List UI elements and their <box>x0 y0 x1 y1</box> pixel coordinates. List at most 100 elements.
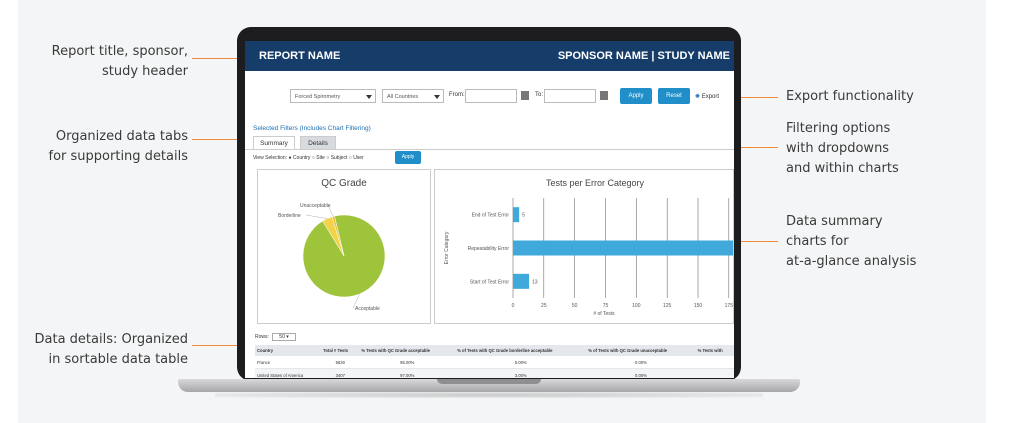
tab-details[interactable]: Details <box>300 136 336 150</box>
error-category-chart-panel: Tests per Error Category 0 25 50 75 100 125 15… <box>434 169 734 324</box>
view-apply-button[interactable]: Apply <box>395 151 421 164</box>
y-axis-label: Error Category <box>444 231 450 264</box>
laptop-shadow <box>215 392 763 398</box>
report-header: REPORT NAME SPONSOR NAME | STUDY NAME <box>245 41 734 71</box>
y-tick-label: Start of Test Error <box>470 279 509 285</box>
bar-end-of-test-error[interactable] <box>513 207 520 223</box>
radio-user[interactable]: ○ User <box>348 155 364 161</box>
column-header[interactable]: Country <box>255 345 322 356</box>
table-cell: 3407 <box>321 368 360 378</box>
calendar-icon[interactable] <box>600 91 608 100</box>
callout-line-text: Report title, sponsor, <box>51 44 188 59</box>
chart-title: Tests per Error Category <box>546 178 645 188</box>
table-cell <box>695 368 734 378</box>
connector-line <box>732 97 778 98</box>
y-tick-label: Repeatability Error <box>468 246 510 252</box>
radio-label: Country <box>292 155 311 161</box>
x-tick-label: 0 <box>512 303 515 309</box>
connector-line <box>732 241 778 242</box>
rows-dropdown[interactable]: 50 ▾ <box>272 333 296 341</box>
callout-line-text: Data summary <box>786 214 883 229</box>
apply-button[interactable]: Apply <box>620 88 652 104</box>
export-icon: ✺ <box>695 94 701 100</box>
callout-line-text: study header <box>102 64 188 79</box>
reset-button[interactable]: Reset <box>658 88 690 104</box>
tab-divider <box>245 149 734 150</box>
x-tick-label: 50 <box>572 303 578 309</box>
column-header[interactable]: % of Tests with QC Grade borderline acce… <box>455 345 587 356</box>
export-button[interactable]: ✺ Export <box>695 93 719 100</box>
from-date-input[interactable] <box>465 89 517 103</box>
bar-data-label: 5 <box>522 213 525 219</box>
callout-line-text: charts for <box>786 234 849 249</box>
chevron-down-icon <box>366 95 372 99</box>
column-header[interactable]: % Tests with <box>695 345 734 356</box>
rows-label: Rows: <box>255 334 269 340</box>
countries-dropdown[interactable]: All Countries <box>382 89 444 103</box>
table-header-row: Country Total # Tests % Tests with QC Gr… <box>255 345 734 356</box>
table-cell: 5630 <box>321 356 360 369</box>
callout-export: Export functionality <box>786 87 914 107</box>
connector-line <box>192 345 250 346</box>
dropdown-value: Forced Spirometry <box>295 94 341 100</box>
callout-line-text: Organized data tabs <box>55 129 188 144</box>
table-row[interactable]: United States of America 3407 97.00% 3.0… <box>255 368 734 378</box>
callout-line-text: in sortable data table <box>48 352 188 367</box>
pie-label-connector <box>352 293 360 309</box>
table-cell: 3.00% <box>455 368 587 378</box>
pie-label-connector <box>327 204 334 217</box>
connector-line <box>192 139 254 140</box>
view-selection-label: View Selection: <box>253 155 288 161</box>
table-cell <box>695 356 734 369</box>
table-cell: 5.00% <box>455 356 587 369</box>
x-tick-label: 75 <box>603 303 609 309</box>
qc-grade-pie-chart[interactable]: QC Grade Acceptable Borderline Unacceptabl… <box>258 170 430 323</box>
bar-repeatability-error[interactable] <box>513 240 734 256</box>
callout-line-text: with dropdowns <box>786 141 890 156</box>
connector-line <box>192 58 252 59</box>
callout-line-text: Export functionality <box>786 89 914 104</box>
filter-bar: Forced Spirometry All Countries From: To… <box>245 88 734 107</box>
table-cell: 0.00% <box>586 368 696 378</box>
pie-label-borderline: Borderline <box>278 213 301 219</box>
pie-slice-unacceptable[interactable] <box>331 215 345 257</box>
table-cell: France <box>255 356 322 369</box>
error-category-bar-chart[interactable]: Tests per Error Category 0 25 50 75 100 125 15… <box>435 170 734 323</box>
selected-filters-link[interactable]: Selected Filters (Includes Chart Filteri… <box>253 125 371 132</box>
table-cell: 97.00% <box>359 368 456 378</box>
column-header[interactable]: % of Tests with QC Grade unacceptable <box>586 345 696 356</box>
column-header[interactable]: Total # Tests <box>321 345 360 356</box>
radio-label: Subject <box>330 155 348 161</box>
report-name: REPORT NAME <box>259 50 341 62</box>
calendar-icon[interactable] <box>521 91 529 100</box>
y-tick-label: End of Test Error <box>472 213 510 219</box>
export-label: Export <box>701 94 720 100</box>
laptop-notch <box>437 379 541 384</box>
x-tick-label: 25 <box>541 303 547 309</box>
column-header[interactable]: % Tests with QC Grade acceptable <box>359 345 456 356</box>
chart-title: QC Grade <box>321 178 367 189</box>
test-type-dropdown[interactable]: Forced Spirometry <box>290 89 376 103</box>
callout-line-text: and within charts <box>786 161 899 176</box>
to-date-input[interactable] <box>544 89 596 103</box>
tab-summary[interactable]: Summary <box>253 136 295 150</box>
table-row[interactable]: France 5630 95.00% 5.00% 0.00% <box>255 356 734 369</box>
callout-data-tabs: Organized data tabs for supporting detai… <box>49 127 188 167</box>
callout-line-text: Filtering options <box>786 121 891 136</box>
radio-country[interactable]: ● Country <box>288 155 311 161</box>
x-tick-label: 100 <box>632 303 641 309</box>
view-selection: View Selection: ● Country ○ Site ○ Subje… <box>253 155 364 161</box>
rows-control: Rows: 50 ▾ <box>255 333 296 341</box>
callout-line-text: at-a-glance analysis <box>786 254 917 269</box>
callout-line-text: Data details: Organized <box>34 332 189 347</box>
pie-label-connector <box>305 214 328 219</box>
callout-data-details: Data details: Organized in sortable data… <box>35 330 189 370</box>
radio-subject[interactable]: ○ Subject <box>326 155 348 161</box>
dropdown-value: All Countries <box>387 94 419 100</box>
bar-start-of-test-error[interactable] <box>513 273 530 289</box>
rows-value: 50 <box>279 334 285 340</box>
table-cell: 0.00% <box>586 356 696 369</box>
laptop-base <box>178 379 800 392</box>
table-cell: 95.00% <box>359 356 456 369</box>
radio-site[interactable]: ○ Site <box>311 155 325 161</box>
